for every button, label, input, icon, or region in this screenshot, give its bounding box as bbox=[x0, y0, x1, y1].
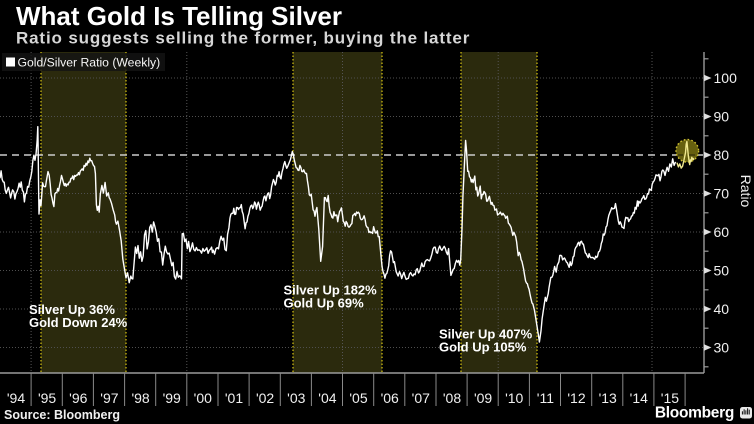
svg-text:What Gold Is Telling Silver: What Gold Is Telling Silver bbox=[16, 1, 342, 31]
svg-text:Ratio: Ratio bbox=[738, 175, 754, 208]
svg-text:'13: '13 bbox=[599, 390, 617, 406]
svg-text:'02: '02 bbox=[256, 390, 274, 406]
svg-text:Gold/Silver Ratio (Weekly): Gold/Silver Ratio (Weekly) bbox=[18, 56, 161, 70]
svg-text:'99: '99 bbox=[163, 390, 181, 406]
svg-text:Bloomberg: Bloomberg bbox=[655, 405, 734, 422]
svg-text:'10: '10 bbox=[505, 390, 523, 406]
svg-text:Gold Up 69%: Gold Up 69% bbox=[284, 296, 365, 311]
svg-text:Silver Up 407%: Silver Up 407% bbox=[439, 327, 533, 342]
svg-text:100: 100 bbox=[714, 70, 738, 86]
svg-text:'00: '00 bbox=[194, 390, 212, 406]
svg-text:'15: '15 bbox=[661, 390, 679, 406]
svg-text:60: 60 bbox=[714, 224, 730, 240]
svg-text:'98: '98 bbox=[131, 390, 149, 406]
svg-text:'09: '09 bbox=[474, 390, 492, 406]
svg-text:50: 50 bbox=[714, 263, 730, 279]
svg-text:90: 90 bbox=[714, 109, 730, 125]
svg-text:Gold Up 105%: Gold Up 105% bbox=[439, 340, 527, 355]
svg-text:'05: '05 bbox=[349, 390, 367, 406]
svg-text:'08: '08 bbox=[443, 390, 461, 406]
svg-text:'95: '95 bbox=[38, 390, 56, 406]
svg-text:30: 30 bbox=[714, 340, 730, 356]
svg-text:'97: '97 bbox=[100, 390, 118, 406]
svg-text:'11: '11 bbox=[537, 390, 554, 406]
svg-text:'01: '01 bbox=[225, 390, 243, 406]
svg-text:'94: '94 bbox=[7, 390, 25, 406]
svg-text:80: 80 bbox=[714, 147, 730, 163]
svg-text:70: 70 bbox=[714, 186, 730, 202]
svg-text:Gold Down 24%: Gold Down 24% bbox=[29, 315, 128, 330]
svg-text:'04: '04 bbox=[318, 390, 336, 406]
svg-text:'12: '12 bbox=[567, 390, 585, 406]
svg-text:Ratio suggests selling the for: Ratio suggests selling the former, buyin… bbox=[16, 29, 470, 48]
svg-text:Silver Up 36%: Silver Up 36% bbox=[29, 302, 115, 317]
svg-text:'96: '96 bbox=[69, 390, 87, 406]
svg-text:'07: '07 bbox=[412, 390, 430, 406]
svg-text:40: 40 bbox=[714, 301, 730, 317]
svg-text:Source: Bloomberg: Source: Bloomberg bbox=[4, 408, 120, 422]
svg-text:Silver Up 182%: Silver Up 182% bbox=[284, 283, 378, 298]
svg-text:'03: '03 bbox=[287, 390, 305, 406]
svg-text:'06: '06 bbox=[381, 390, 399, 406]
svg-text:'14: '14 bbox=[630, 390, 648, 406]
